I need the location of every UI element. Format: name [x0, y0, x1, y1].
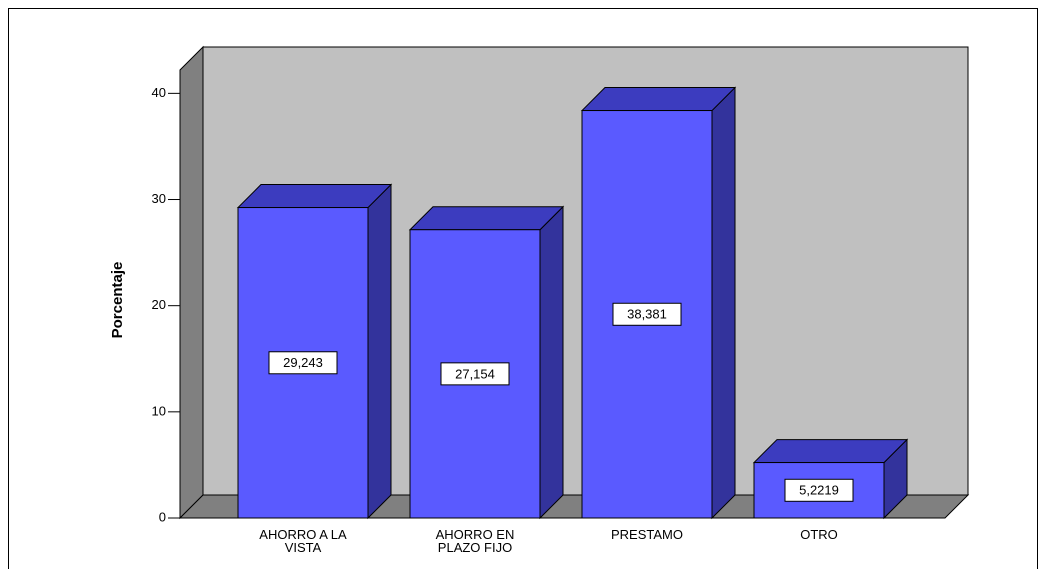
x-tick-label: PRESTAMO: [611, 527, 683, 542]
left-wall: [179, 45, 204, 520]
bar-side: [539, 205, 564, 520]
chart-frame: [8, 8, 1038, 569]
y-tick-label: 30: [152, 191, 166, 206]
bar-top: [580, 87, 737, 112]
bar-top: [236, 184, 393, 209]
value-label: 27,154: [455, 366, 495, 381]
value-label-box: [440, 362, 510, 386]
y-tick-label: 20: [152, 297, 166, 312]
value-label: 5,2219: [799, 483, 839, 498]
bar-top: [752, 439, 909, 464]
value-label-box: [268, 351, 338, 375]
value-label-box: [784, 478, 854, 502]
y-tick-label: 40: [152, 85, 166, 100]
x-tick-label: OTRO: [800, 527, 838, 542]
y-tick-label: 10: [152, 403, 166, 418]
value-label: 29,243: [283, 355, 323, 370]
bar-top: [408, 206, 565, 231]
bar-side: [367, 183, 392, 520]
bar-side: [711, 86, 736, 520]
y-axis-label: Porcentaje: [109, 262, 126, 339]
x-tick-label: AHORRO A LA VISTA: [259, 527, 347, 555]
value-label-box: [612, 302, 682, 326]
x-tick-label: AHORRO EN PLAZO FIJO: [435, 527, 515, 555]
y-tick-label: 0: [159, 509, 166, 524]
value-label: 38,381: [627, 307, 667, 322]
